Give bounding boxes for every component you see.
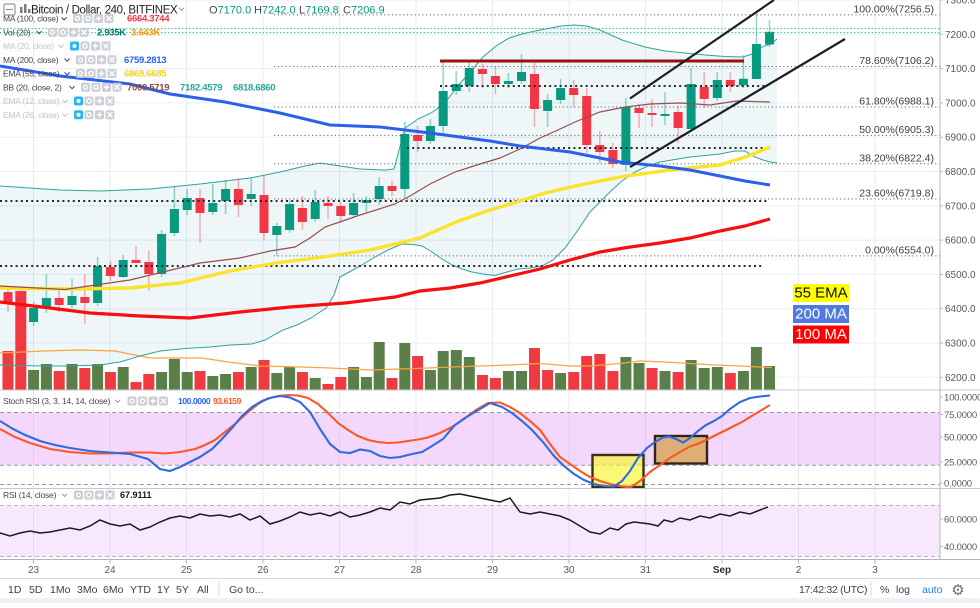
svg-text:MA (20, close): MA (20, close) [3,41,54,51]
svg-text:93.6159: 93.6159 [213,396,242,406]
svg-text:38.20%(6822.4): 38.20%(6822.4) [859,152,934,164]
svg-text:H7242.0: H7242.0 [254,5,296,17]
svg-text:Sep: Sep [713,565,731,576]
svg-text:55 EMA: 55 EMA [794,285,847,302]
svg-text:6800.0: 6800.0 [945,167,976,178]
svg-text:40.0000: 40.0000 [944,542,977,553]
svg-text:200 MA: 200 MA [795,306,847,323]
svg-text:%: % [880,584,889,596]
svg-text:7300.0: 7300.0 [945,0,976,7]
svg-text:6759.2813: 6759.2813 [124,55,166,66]
svg-text:EMA (26, close): EMA (26, close) [3,110,60,120]
svg-text:3: 3 [872,565,878,576]
svg-text:6200.0: 6200.0 [945,373,976,384]
svg-text:17:42:32 (UTC): 17:42:32 (UTC) [799,584,867,596]
svg-text:26: 26 [257,565,269,576]
svg-text:6400.0: 6400.0 [945,304,976,315]
svg-text:6300.0: 6300.0 [945,339,976,350]
svg-text:30: 30 [563,565,575,576]
svg-text:29: 29 [487,565,499,576]
svg-text:L7169.8: L7169.8 [299,5,339,17]
svg-text:All: All [197,584,209,596]
svg-text:100.00%(7256.5): 100.00%(7256.5) [853,3,934,15]
svg-text:Vol (20): Vol (20) [3,27,31,37]
svg-text:24: 24 [104,565,116,576]
svg-text:100.0000: 100.0000 [944,393,980,404]
svg-text:61.80%(6988.1): 61.80%(6988.1) [859,96,934,108]
svg-text:6700.0: 6700.0 [945,201,976,212]
svg-text:log: log [896,584,910,596]
svg-text:75.0000: 75.0000 [944,410,977,421]
svg-text:25.0000: 25.0000 [944,458,977,469]
svg-text:23: 23 [28,565,40,576]
svg-text:60.0000: 60.0000 [944,515,977,526]
svg-text:O7170.0: O7170.0 [209,5,251,17]
svg-text:27: 27 [334,565,346,576]
svg-text:50.00%(6905.3): 50.00%(6905.3) [859,124,934,136]
svg-text:MA (200, close): MA (200, close) [3,55,59,65]
svg-text:6664.3744: 6664.3744 [127,14,170,25]
svg-text:5Y: 5Y [176,584,189,596]
svg-text:78.60%(7106.2): 78.60%(7106.2) [859,55,934,67]
svg-text:28: 28 [410,565,422,576]
svg-text:7000.0: 7000.0 [945,98,976,109]
svg-text:0.0000: 0.0000 [944,479,972,490]
svg-text:0.00%(6554.0): 0.00%(6554.0) [865,244,934,256]
svg-text:Stoch RSI (3, 3, 14, 14, close: Stoch RSI (3, 3, 14, 14, close) [3,396,111,406]
svg-text:MA (100, close): MA (100, close) [3,14,59,24]
svg-text:100.0000: 100.0000 [178,396,211,406]
svg-text:Bitcoin / Dollar, 240, BITFINE: Bitcoin / Dollar, 240, BITFINEX [31,5,178,17]
svg-text:25: 25 [181,565,193,576]
svg-text:6869.6685: 6869.6685 [124,69,167,80]
svg-text:RSI (14, close): RSI (14, close) [3,490,57,500]
svg-text:6500.0: 6500.0 [945,270,976,281]
svg-text:6Mo: 6Mo [103,584,124,596]
svg-text:auto: auto [922,584,943,596]
svg-text:EMA (55, close): EMA (55, close) [3,69,60,79]
svg-text:6900.0: 6900.0 [945,133,976,144]
svg-text:7200.0: 7200.0 [945,30,976,41]
svg-text:3.643K: 3.643K [131,27,160,38]
svg-text:BB (20, close, 2): BB (20, close, 2) [3,82,62,92]
svg-text:2.935K: 2.935K [97,27,126,38]
svg-text:1D: 1D [8,584,22,596]
svg-text:31: 31 [640,565,652,576]
svg-text:YTD: YTD [130,584,151,596]
svg-text:2: 2 [796,565,802,576]
svg-text:1Y: 1Y [157,584,170,596]
svg-text:7182.4579: 7182.4579 [180,82,222,93]
svg-text:67.9111: 67.9111 [120,490,152,500]
svg-text:23.60%(6719.8): 23.60%(6719.8) [859,188,934,200]
svg-text:1Mo: 1Mo [50,584,71,596]
svg-text:EMA (12, close): EMA (12, close) [3,96,60,106]
svg-text:Go to...: Go to... [229,584,263,596]
svg-text:6818.6860: 6818.6860 [233,82,275,93]
svg-text:5D: 5D [29,584,43,596]
svg-text:7000.5719: 7000.5719 [127,82,169,93]
svg-text:3Mo: 3Mo [77,584,98,596]
svg-text:50.0000: 50.0000 [944,433,977,444]
svg-text:⚙: ⚙ [951,582,964,599]
svg-text:C7206.9: C7206.9 [343,5,385,17]
svg-text:100 MA: 100 MA [795,326,847,343]
svg-text:6600.0: 6600.0 [945,236,976,247]
svg-text:7100.0: 7100.0 [945,64,976,75]
